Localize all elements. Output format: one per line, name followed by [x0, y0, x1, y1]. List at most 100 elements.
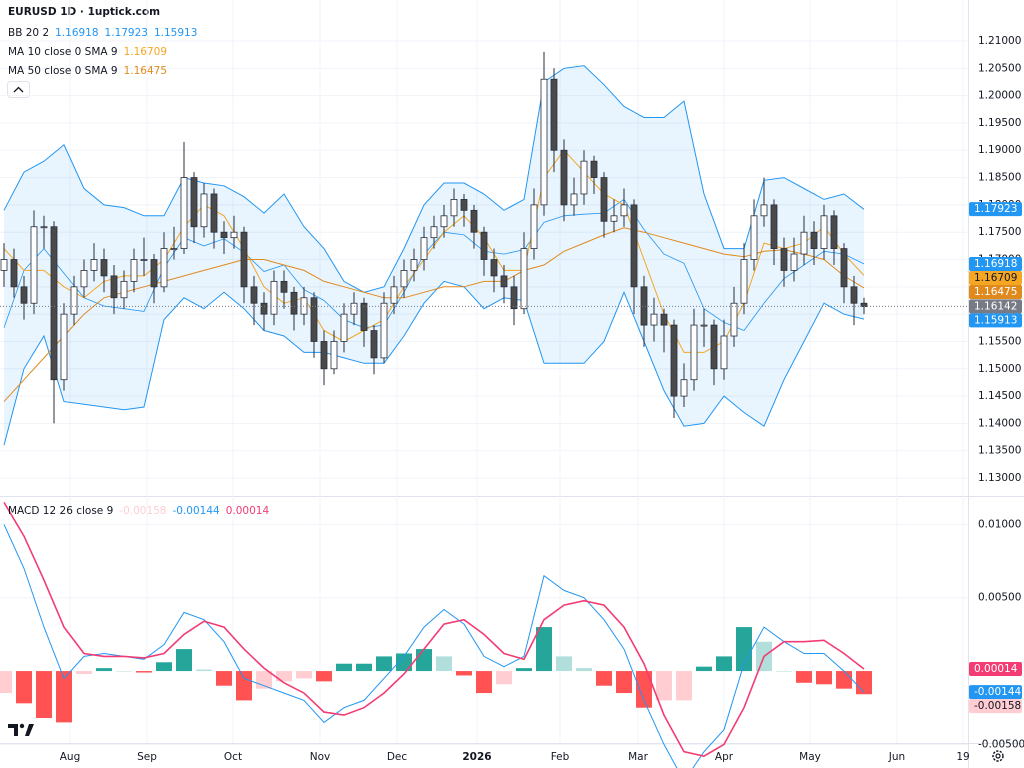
gear-inner[interactable]: [995, 753, 1001, 759]
y-tick-label: 0.01000: [978, 518, 1021, 530]
candle-body: [310, 297, 318, 342]
y-tick-label: 1.21000: [978, 35, 1021, 47]
histogram-bar: [356, 663, 372, 672]
candle-body: [840, 248, 848, 288]
candle-body: [780, 248, 788, 271]
histogram-bar: [776, 671, 792, 672]
candle-body: [610, 215, 618, 222]
x-tick-label: Mar: [628, 751, 648, 763]
chevron-icon[interactable]: [13, 86, 24, 93]
y-tick-label: -0.00500: [978, 738, 1024, 750]
legend-label: MA 50 close 0 SMA 9: [8, 65, 118, 77]
legend-value: 1.17923: [105, 27, 148, 39]
histogram-bar: [556, 656, 572, 672]
signal-line: [3, 501, 865, 757]
candle-body: [30, 226, 38, 304]
candle-body: [700, 324, 708, 327]
candle-body: [550, 78, 558, 151]
price-tag-label: 1.16709: [974, 272, 1017, 284]
candle-body: [0, 259, 8, 271]
price-tag: [969, 299, 1022, 314]
candle-body: [380, 302, 388, 359]
price-tag: [969, 285, 1022, 299]
candle-body: [620, 204, 628, 217]
histogram-bar: [636, 671, 652, 708]
candle-body: [240, 231, 248, 288]
candle-body: [820, 215, 828, 249]
legend-value: 1.16475: [124, 65, 167, 77]
histogram-bar: [676, 671, 692, 701]
histogram-bar: [576, 668, 592, 672]
chart-title: EURUSD 1D · 1uptick.com: [8, 6, 160, 18]
collapse-button[interactable]: [7, 81, 30, 98]
candle-body: [520, 248, 528, 310]
legend-value: 1.15913: [154, 27, 197, 39]
x-tick-label: Nov: [310, 751, 331, 763]
legend-value: 1.16918: [55, 27, 98, 39]
legend-label: BB 20 2: [8, 27, 49, 39]
price-tag-label: 1.16142: [974, 300, 1017, 312]
candle-body: [80, 270, 88, 288]
candle-body: [570, 193, 578, 206]
histogram-bar: [176, 649, 192, 672]
histogram-bar: [336, 663, 352, 672]
histogram-bar: [796, 671, 812, 683]
legend-value: 1.16709: [124, 46, 167, 58]
legend-label: MACD 12 26 close 9: [8, 505, 113, 517]
y-tick-label: 1.20500: [978, 62, 1021, 74]
histogram-bar: [816, 671, 832, 685]
y-tick-label: 1.15500: [978, 335, 1021, 347]
legend-label: MA 10 close 0 SMA 9: [8, 46, 118, 58]
x-tick-label: Aug: [60, 751, 81, 763]
button-box[interactable]: [7, 81, 30, 98]
candle-body: [340, 313, 348, 342]
bb-lower-line: [3, 280, 865, 446]
candle-body: [810, 231, 818, 249]
candle-body: [190, 177, 198, 228]
price-tag: [969, 271, 1022, 285]
candle-body: [150, 259, 158, 288]
histogram-bar: [516, 668, 532, 672]
histogram-bar: [616, 671, 632, 694]
candle-body: [710, 324, 718, 370]
y-tick-label: 1.18500: [978, 172, 1021, 184]
logo-part: [8, 724, 18, 736]
histogram-bar: [656, 671, 672, 701]
histogram-bar: [196, 669, 212, 672]
candle-body: [120, 280, 128, 299]
candle-body: [280, 280, 288, 293]
logo: [8, 723, 34, 736]
candle-body: [530, 204, 538, 249]
candle-body: [370, 330, 378, 359]
candle-body: [480, 231, 488, 260]
candle-body: [200, 193, 208, 228]
candle-body: [130, 259, 138, 282]
candle-body: [540, 78, 548, 206]
candle-body: [720, 335, 728, 370]
price-tag-label: -0.00158: [974, 700, 1021, 712]
histogram-bar: [456, 671, 472, 676]
candle-body: [580, 160, 588, 195]
candle-body: [160, 248, 168, 288]
candle-body: [410, 259, 418, 271]
candle-body: [390, 286, 398, 304]
y-tick-label: 1.15000: [978, 363, 1021, 375]
histogram-bar: [436, 656, 452, 672]
settings-icon[interactable]: [992, 750, 1004, 762]
logo-part: [25, 724, 34, 736]
histogram-bar: [216, 671, 232, 686]
candle-body: [90, 259, 98, 271]
y-tick-label: 0.00500: [978, 592, 1021, 604]
gear-outer[interactable]: [992, 750, 1004, 762]
candle-body: [690, 324, 698, 381]
candle-body: [110, 275, 118, 299]
histogram-bar: [16, 671, 32, 704]
x-tick-label: Oct: [224, 751, 242, 763]
candle-body: [440, 215, 448, 228]
y-tick-label: 1.13500: [978, 445, 1021, 457]
candle-body: [800, 231, 808, 255]
histogram-bar: [496, 671, 512, 685]
histogram-bar: [396, 653, 412, 672]
